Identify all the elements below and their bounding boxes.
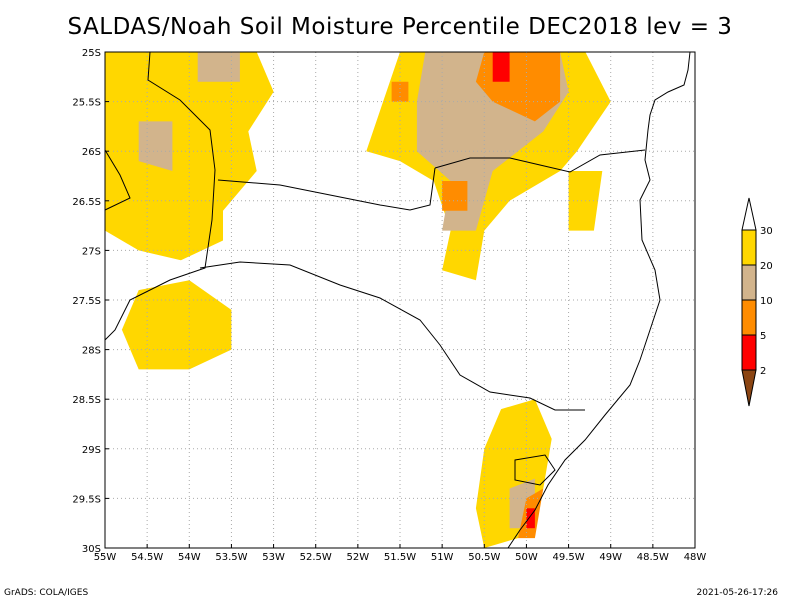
footer-right: 2021-05-26-17:26 — [696, 588, 779, 598]
lagoon-outline — [514, 454, 556, 486]
region-20-30-1 — [121, 280, 232, 370]
y-tick-label: 30S — [82, 544, 101, 555]
region-10-20-7 — [197, 52, 240, 82]
y-tick-label: 28S — [82, 346, 101, 357]
colorbar-label: 30 — [760, 226, 773, 237]
state-border-north — [434, 149, 646, 173]
colorbar-segment — [741, 264, 757, 301]
colorbar-label: 10 — [760, 296, 773, 307]
y-tick-label: 27S — [82, 246, 101, 257]
colorbar-segment — [741, 229, 757, 266]
colorbar-label: 20 — [760, 261, 773, 272]
colorbar-arrow-top — [741, 197, 757, 231]
x-tick-label: 53.5W — [215, 552, 247, 563]
colorbar-segment — [741, 334, 757, 371]
y-tick-label: 26S — [82, 147, 101, 158]
y-tick-label: 27.5S — [72, 296, 101, 307]
region-5-10-11 — [391, 81, 409, 102]
country-border-argentina — [104, 51, 216, 341]
x-tick-label: 51.5W — [384, 552, 416, 563]
coastline — [507, 51, 691, 549]
region-20-30-4 — [475, 399, 552, 548]
region-10-20-6 — [138, 121, 173, 171]
x-tick-label: 51W — [431, 552, 454, 563]
y-tick-label: 26.5S — [72, 197, 101, 208]
x-tick-label: 48.5W — [637, 552, 669, 563]
x-tick-label: 49W — [599, 552, 622, 563]
x-tick-label: 50W — [515, 552, 538, 563]
y-tick-label: 25.5S — [72, 98, 101, 109]
colorbar-legend: 30 20 10 5 2 — [741, 197, 773, 407]
colorbar-arrow-bottom — [741, 369, 757, 407]
colorbar-segment — [741, 299, 757, 336]
y-tick-label: 29S — [82, 445, 101, 456]
country-border-paraguay — [104, 149, 131, 211]
x-tick-label: 54.5W — [131, 552, 163, 563]
footer-left: GrADS: COLA/IGES — [4, 588, 89, 598]
x-tick-label: 52W — [347, 552, 370, 563]
x-tick-label: 52.5W — [300, 552, 332, 563]
x-tick-label: 48W — [684, 552, 707, 563]
y-tick-label: 28.5S — [72, 395, 101, 406]
x-tick-label: 49.5W — [552, 552, 584, 563]
state-border-west — [199, 261, 585, 411]
state-border-parana — [217, 167, 436, 211]
x-tick-label: 53W — [262, 552, 285, 563]
y-tick-label: 29.5S — [72, 494, 101, 505]
x-tick-label: 54W — [178, 552, 201, 563]
region-2-5-13 — [492, 52, 510, 82]
map-title: SALDAS/Noah Soil Moisture Percentile DEC… — [67, 14, 733, 40]
y-tick-label: 25S — [82, 48, 101, 59]
colorbar-label: 5 — [760, 331, 766, 342]
x-tick-label: 50.5W — [468, 552, 500, 563]
colorbar-label: 2 — [760, 366, 766, 377]
region-5-10-10 — [442, 181, 468, 211]
x-tick-label: 55W — [94, 552, 117, 563]
